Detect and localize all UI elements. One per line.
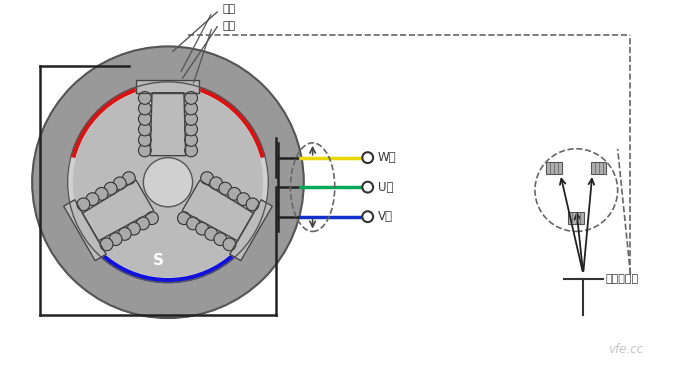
Circle shape: [127, 222, 140, 235]
Text: vfe.cc: vfe.cc: [608, 343, 643, 356]
Circle shape: [136, 217, 149, 230]
Text: S: S: [153, 253, 164, 269]
FancyBboxPatch shape: [568, 212, 584, 223]
Circle shape: [187, 217, 199, 230]
Text: 转子: 转子: [222, 4, 235, 14]
Circle shape: [139, 134, 151, 146]
Text: 位置传感器: 位置传感器: [606, 274, 639, 284]
Circle shape: [68, 82, 268, 283]
Polygon shape: [83, 180, 154, 241]
Circle shape: [122, 172, 135, 185]
Circle shape: [237, 193, 250, 205]
Circle shape: [214, 233, 227, 246]
Circle shape: [185, 102, 197, 115]
Circle shape: [210, 177, 223, 190]
Circle shape: [223, 238, 236, 251]
Circle shape: [139, 102, 151, 115]
Text: U相: U相: [377, 181, 393, 194]
Circle shape: [113, 177, 126, 190]
Circle shape: [363, 152, 373, 163]
Circle shape: [100, 238, 113, 251]
Text: V相: V相: [377, 210, 393, 223]
Polygon shape: [64, 200, 106, 261]
Circle shape: [104, 182, 117, 195]
Circle shape: [185, 144, 197, 157]
Circle shape: [32, 47, 304, 318]
Circle shape: [185, 134, 197, 146]
Circle shape: [86, 193, 99, 205]
FancyBboxPatch shape: [591, 162, 606, 174]
Circle shape: [144, 158, 193, 207]
Circle shape: [118, 228, 131, 240]
Polygon shape: [182, 180, 253, 241]
Text: 定子: 定子: [222, 21, 235, 31]
Circle shape: [196, 222, 209, 235]
Circle shape: [139, 144, 151, 157]
FancyBboxPatch shape: [546, 162, 562, 174]
Circle shape: [109, 233, 122, 246]
Wedge shape: [71, 82, 265, 157]
Circle shape: [178, 212, 190, 225]
Polygon shape: [136, 80, 199, 93]
Text: N: N: [144, 96, 157, 111]
Circle shape: [228, 188, 241, 200]
Circle shape: [146, 212, 158, 225]
Circle shape: [219, 182, 232, 195]
Circle shape: [246, 198, 259, 211]
Circle shape: [77, 198, 90, 211]
Polygon shape: [230, 200, 272, 261]
Circle shape: [95, 188, 108, 200]
Circle shape: [74, 88, 262, 277]
Polygon shape: [150, 93, 186, 156]
Circle shape: [363, 182, 373, 192]
Text: W相: W相: [377, 151, 396, 164]
Circle shape: [139, 123, 151, 136]
Circle shape: [185, 112, 197, 125]
Wedge shape: [71, 207, 265, 283]
Circle shape: [139, 91, 151, 104]
Circle shape: [201, 172, 214, 185]
Circle shape: [185, 123, 197, 136]
Circle shape: [139, 112, 151, 125]
Circle shape: [185, 91, 197, 104]
Circle shape: [363, 211, 373, 222]
Circle shape: [205, 228, 218, 240]
